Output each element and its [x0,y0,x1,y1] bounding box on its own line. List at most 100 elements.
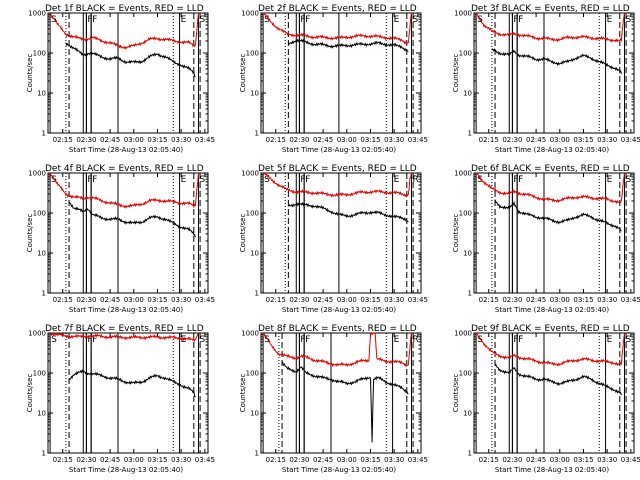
y-axis-label: Counts/sec [452,54,460,93]
x-tick-label: 02:30 [289,296,309,304]
x-tick-label: 02:15 [53,136,73,144]
marker-label: E [607,175,613,185]
y-tick-label: 10 [463,90,472,98]
plot-frame [473,172,635,294]
x-tick-label: 03:45 [408,456,428,464]
x-tick-label: 02:15 [266,296,286,304]
x-tick-label: 02:45 [526,296,546,304]
y-tick-label: 10 [37,90,46,98]
marker-label: F [305,175,310,185]
x-tick-label: 03:15 [573,296,593,304]
y-tick-label: 1000 [241,170,259,178]
marker-label: F [92,15,97,25]
marker-label: S [51,335,57,345]
y-tick-label: 1 [42,290,46,298]
x-tick-label: 03:00 [337,456,357,464]
x-tick-label: 03:45 [621,456,640,464]
lld-series-line [262,12,412,45]
marker-label: E [394,335,400,345]
events-series-line [287,201,409,223]
marker-label: E [607,335,613,345]
marker-label: S [626,15,632,25]
x-tick-label: 03:30 [171,136,191,144]
y-tick-label: 100 [246,370,259,378]
x-tick-label: 03:15 [147,296,167,304]
x-tick-label: 03:00 [550,456,570,464]
y-axis-label: Counts/sec [239,374,247,413]
marker-label: E [181,15,187,25]
panel-chart: Det 5f BLACK = Events, RED = LLD 1 10 100 10… [239,164,428,314]
panel-chart: Det 7f BLACK = Events, RED = LLD 1 10 100 10… [26,324,215,474]
chart-title: Det 7f BLACK = Events, RED = LLD [45,324,204,334]
x-tick-label: 03:30 [384,456,404,464]
lld-series-line [262,172,412,198]
plot-frame [260,12,422,134]
y-tick-label: 1000 [454,170,472,178]
x-axis-label: Start Time (28-Aug-13 02:05:40) [282,466,396,474]
marker-label: S [200,15,206,25]
plot-frame [260,332,422,454]
y-axis-label: Counts/sec [239,214,247,253]
y-tick-label: 100 [33,50,46,58]
panel-chart: Det 8f BLACK = Events, RED = LLD 1 10 100 10… [239,324,428,474]
x-tick-label: 03:15 [147,456,167,464]
panel-chart: Det 9f BLACK = Events, RED = LLD 1 10 100 10… [452,324,640,474]
x-tick-label: 02:15 [479,296,499,304]
y-tick-label: 100 [459,210,472,218]
marker-label: F [87,335,92,345]
marker-label: S [413,15,419,25]
events-series-line [491,48,622,75]
marker-label: F [300,175,305,185]
x-tick-label: 03:30 [597,136,617,144]
detector-panel: Det 5f BLACK = Events, RED = LLD 1 10 100 10… [213,160,428,320]
marker-label: F [305,15,310,25]
x-tick-label: 03:30 [597,456,617,464]
x-tick-label: 03:30 [384,296,404,304]
marker-label: S [477,175,483,185]
x-tick-label: 02:30 [502,296,522,304]
detector-panel: Det 8f BLACK = Events, RED = LLD 1 10 100 10… [213,320,428,480]
x-tick-label: 03:30 [597,296,617,304]
chart-title: Det 4f BLACK = Events, RED = LLD [45,164,204,174]
detector-panel: Det 1f BLACK = Events, RED = LLD 1 10 100 10… [0,0,215,160]
x-tick-label: 03:00 [337,296,357,304]
x-axis-label: Start Time (28-Aug-13 02:05:40) [69,306,183,314]
events-series-line [281,361,409,443]
y-tick-label: 100 [33,210,46,218]
x-axis-label: Start Time (28-Aug-13 02:05:40) [69,466,183,474]
y-tick-label: 10 [37,250,46,258]
y-tick-label: 1000 [241,330,259,338]
x-tick-label: 03:30 [171,456,191,464]
y-tick-label: 100 [459,370,472,378]
x-tick-label: 03:15 [147,136,167,144]
x-tick-label: 02:30 [289,456,309,464]
x-axis-label: Start Time (28-Aug-13 02:05:40) [282,146,396,154]
marker-label: E [394,15,400,25]
x-axis-label: Start Time (28-Aug-13 02:05:40) [69,146,183,154]
plot-frame [473,332,635,454]
marker-label: F [513,335,518,345]
plot-frame [47,172,209,294]
detector-panel: Det 2f BLACK = Events, RED = LLD 1 10 100 10… [213,0,428,160]
x-axis-label: Start Time (28-Aug-13 02:05:40) [495,146,609,154]
chart-title: Det 2f BLACK = Events, RED = LLD [258,4,417,14]
plot-frame [47,12,209,134]
marker-label: S [626,175,632,185]
marker-label: F [92,175,97,185]
x-tick-label: 03:00 [124,296,144,304]
plot-frame [47,332,209,454]
marker-label: F [518,15,523,25]
y-tick-label: 10 [463,410,472,418]
x-tick-label: 02:15 [53,456,73,464]
x-tick-label: 02:30 [76,296,96,304]
plot-frame [260,172,422,294]
lld-series-line [49,172,199,209]
x-tick-label: 03:45 [408,136,428,144]
marker-label: F [305,335,310,345]
x-tick-label: 03:30 [384,136,404,144]
chart-title: Det 9f BLACK = Events, RED = LLD [471,324,630,334]
x-tick-label: 02:45 [526,136,546,144]
marker-label: F [513,15,518,25]
panel-chart: Det 2f BLACK = Events, RED = LLD 1 10 100 10… [239,4,428,154]
